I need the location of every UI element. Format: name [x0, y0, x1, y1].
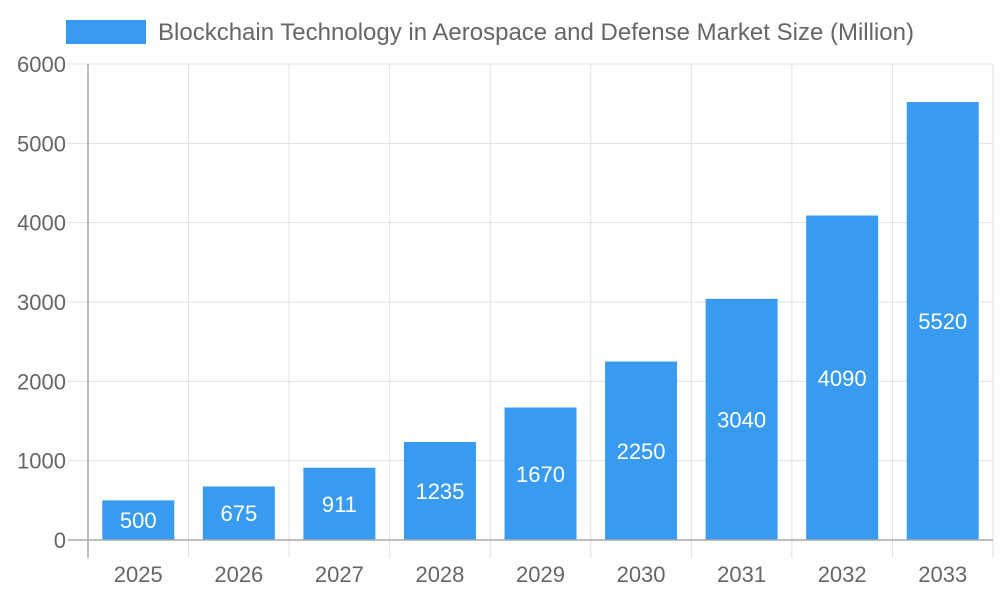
data-label: 1670 — [516, 462, 565, 487]
x-tick-label: 2032 — [818, 562, 867, 587]
x-tick-label: 2025 — [114, 562, 163, 587]
data-label: 3040 — [717, 407, 766, 432]
bar-2029[interactable] — [504, 407, 577, 540]
bar-2028[interactable] — [403, 442, 476, 540]
grid — [68, 63, 994, 558]
data-label: 4090 — [818, 366, 867, 391]
y-tick-label: 4000 — [17, 211, 66, 236]
bar-2025[interactable] — [102, 500, 175, 540]
x-tick-label: 2031 — [717, 562, 766, 587]
data-label: 675 — [220, 501, 257, 526]
y-tick-label: 6000 — [17, 52, 66, 77]
data-labels: 500 675 911 1235 1670 2250 3040 4090 5520 — [120, 309, 967, 533]
data-label: 500 — [120, 508, 157, 533]
legend-label: Blockchain Technology in Aerospace and D… — [158, 19, 914, 46]
y-tick-label: 2000 — [17, 369, 66, 394]
bar-2033[interactable] — [906, 102, 979, 540]
data-label: 911 — [322, 492, 357, 517]
x-tick-label: 2030 — [617, 562, 666, 587]
y-tick-label: 0 — [54, 528, 66, 553]
data-label: 5520 — [918, 309, 967, 334]
y-tick-label: 1000 — [17, 449, 66, 474]
bar-2032[interactable] — [806, 215, 879, 540]
bar-2031[interactable] — [705, 298, 778, 540]
x-tick-label: 2033 — [918, 562, 967, 587]
bar-2030[interactable] — [605, 361, 678, 541]
y-tick-label: 5000 — [17, 131, 66, 156]
x-tick-label: 2028 — [415, 562, 464, 587]
legend[interactable]: Blockchain Technology in Aerospace and D… — [66, 19, 914, 46]
x-tick-label: 2029 — [516, 562, 565, 587]
data-label: 2250 — [617, 439, 666, 464]
axes: 0 1000 2000 3000 4000 5000 6000 2025 2026 2027 202… — [17, 52, 993, 587]
data-label: 1235 — [415, 479, 464, 504]
bars — [102, 102, 979, 541]
bar-2026[interactable] — [202, 486, 275, 540]
x-tick-label: 2027 — [315, 562, 364, 587]
x-tick-label: 2026 — [214, 562, 263, 587]
legend-swatch — [66, 20, 146, 44]
bar-2027[interactable] — [303, 467, 376, 540]
y-tick-label: 3000 — [17, 290, 66, 315]
